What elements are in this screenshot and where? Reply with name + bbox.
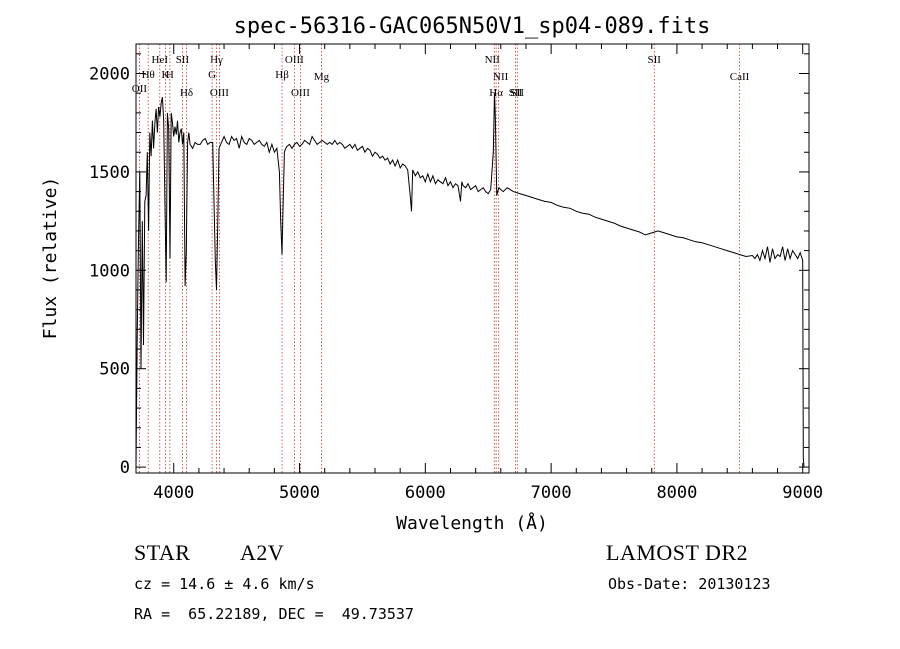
line-label: Hδ — [180, 87, 193, 99]
line-label: HeI — [152, 54, 169, 66]
x-tick-label: 6000 — [405, 483, 446, 503]
axis-ticks: 4000 5000 6000 7000 8000 9000 0 500 1000 1500 2000 — [89, 44, 823, 503]
y-axis-label: Flux (relative) — [40, 177, 61, 340]
line-label: OIII — [291, 87, 310, 99]
y-tick-label: 500 — [99, 360, 130, 380]
line-label: SII — [509, 87, 523, 99]
line-label: G — [208, 69, 216, 81]
line-label: Hθ — [142, 69, 155, 81]
y-tick-label: 1500 — [89, 163, 130, 183]
x-axis-label: Wavelength (Å) — [396, 512, 548, 534]
plot-frame — [135, 43, 810, 474]
y-tick-label: 0 — [120, 458, 130, 478]
line-label: Mg — [314, 71, 330, 83]
survey-name: LAMOST DR2 — [606, 540, 749, 565]
line-label: Hβ — [275, 69, 289, 81]
object-type: STAR — [134, 540, 191, 565]
line-label: SII — [176, 54, 190, 66]
spectral-subclass: A2V — [240, 540, 285, 565]
y-tick-label: 2000 — [89, 65, 130, 85]
line-label: SII — [648, 54, 662, 66]
line-label: Hα — [489, 87, 503, 99]
line-label: K — [161, 69, 169, 81]
x-tick-label: 8000 — [656, 483, 697, 503]
chart-title: spec-56316-GAC065N50V1_sp04-089.fits — [234, 14, 711, 39]
line-label: Hγ — [210, 54, 223, 66]
x-tick-label: 4000 — [153, 483, 194, 503]
coordinates-text: RA = 65.22189, DEC = 49.73537 — [134, 605, 414, 623]
x-tick-label: 9000 — [782, 483, 823, 503]
x-tick-label: 5000 — [279, 483, 320, 503]
line-label: NII — [493, 71, 509, 83]
spectrum-line — [135, 93, 805, 468]
line-label: OIII — [210, 87, 229, 99]
line-label: SII — [511, 87, 525, 99]
line-label: NII — [485, 54, 501, 66]
line-label: H — [166, 69, 174, 81]
redshift-text: cz = 14.6 ± 4.6 km/s — [134, 575, 315, 593]
line-label: CaII — [730, 71, 750, 83]
x-tick-label: 7000 — [531, 483, 572, 503]
y-tick-label: 1000 — [89, 261, 130, 281]
line-label: OIII — [285, 54, 304, 66]
obs-date-text: Obs-Date: 20130123 — [608, 575, 771, 593]
